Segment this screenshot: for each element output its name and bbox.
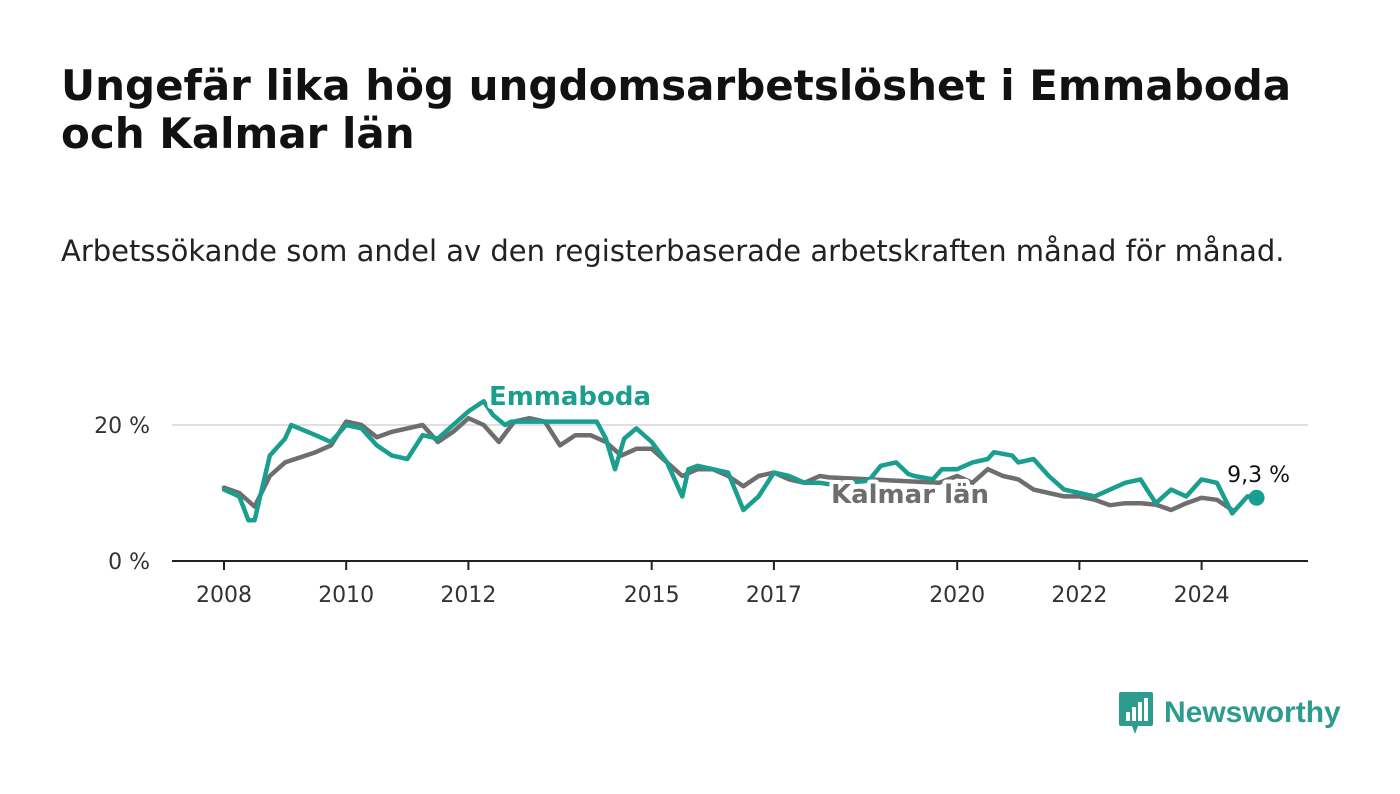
- x-tick-label: 2017: [746, 583, 802, 608]
- series-label-kalmar: Kalmar län: [831, 480, 989, 510]
- chart-title: Ungefär lika hög ungdomsarbetslöshet i E…: [61, 61, 1292, 158]
- series-label-emmaboda-halo: Emmaboda: [489, 382, 651, 412]
- end-point-marker: [1248, 489, 1265, 506]
- series-line-emmaboda: [221, 398, 1259, 523]
- x-tick-label: 2020: [929, 583, 985, 608]
- series-label-emmaboda: Emmaboda: [489, 382, 651, 412]
- chart-subtitle: Arbetssökande som andel av den registerb…: [61, 234, 1285, 268]
- x-tick-label: 2015: [624, 583, 680, 608]
- series-label-kalmar-halo: Kalmar län: [831, 480, 989, 510]
- x-tick-label: 2024: [1174, 583, 1230, 608]
- x-tick-label: 2012: [440, 583, 496, 608]
- series-lines: [221, 398, 1259, 523]
- x-tick-label: 2010: [318, 583, 374, 608]
- x-tick-label: 2008: [196, 583, 252, 608]
- newsworthy-logo-icon: [1119, 692, 1153, 734]
- x-axis: [172, 560, 1308, 570]
- y-tick-label: 20 %: [94, 414, 150, 439]
- chart-labels: 0 % 20 % 2008 2010 2012 2015 2017 2020 2022 2024 E…: [94, 378, 1290, 608]
- newsworthy-brand: Newsworthy: [1118, 690, 1341, 736]
- end-value-label: 9,3 %: [1227, 463, 1290, 488]
- x-tick-label: 2022: [1051, 583, 1107, 608]
- y-tick-label: 0 %: [108, 550, 150, 575]
- series-line-kalmar-l-n: [221, 415, 1235, 513]
- brand-name: Newsworthy: [1164, 696, 1341, 729]
